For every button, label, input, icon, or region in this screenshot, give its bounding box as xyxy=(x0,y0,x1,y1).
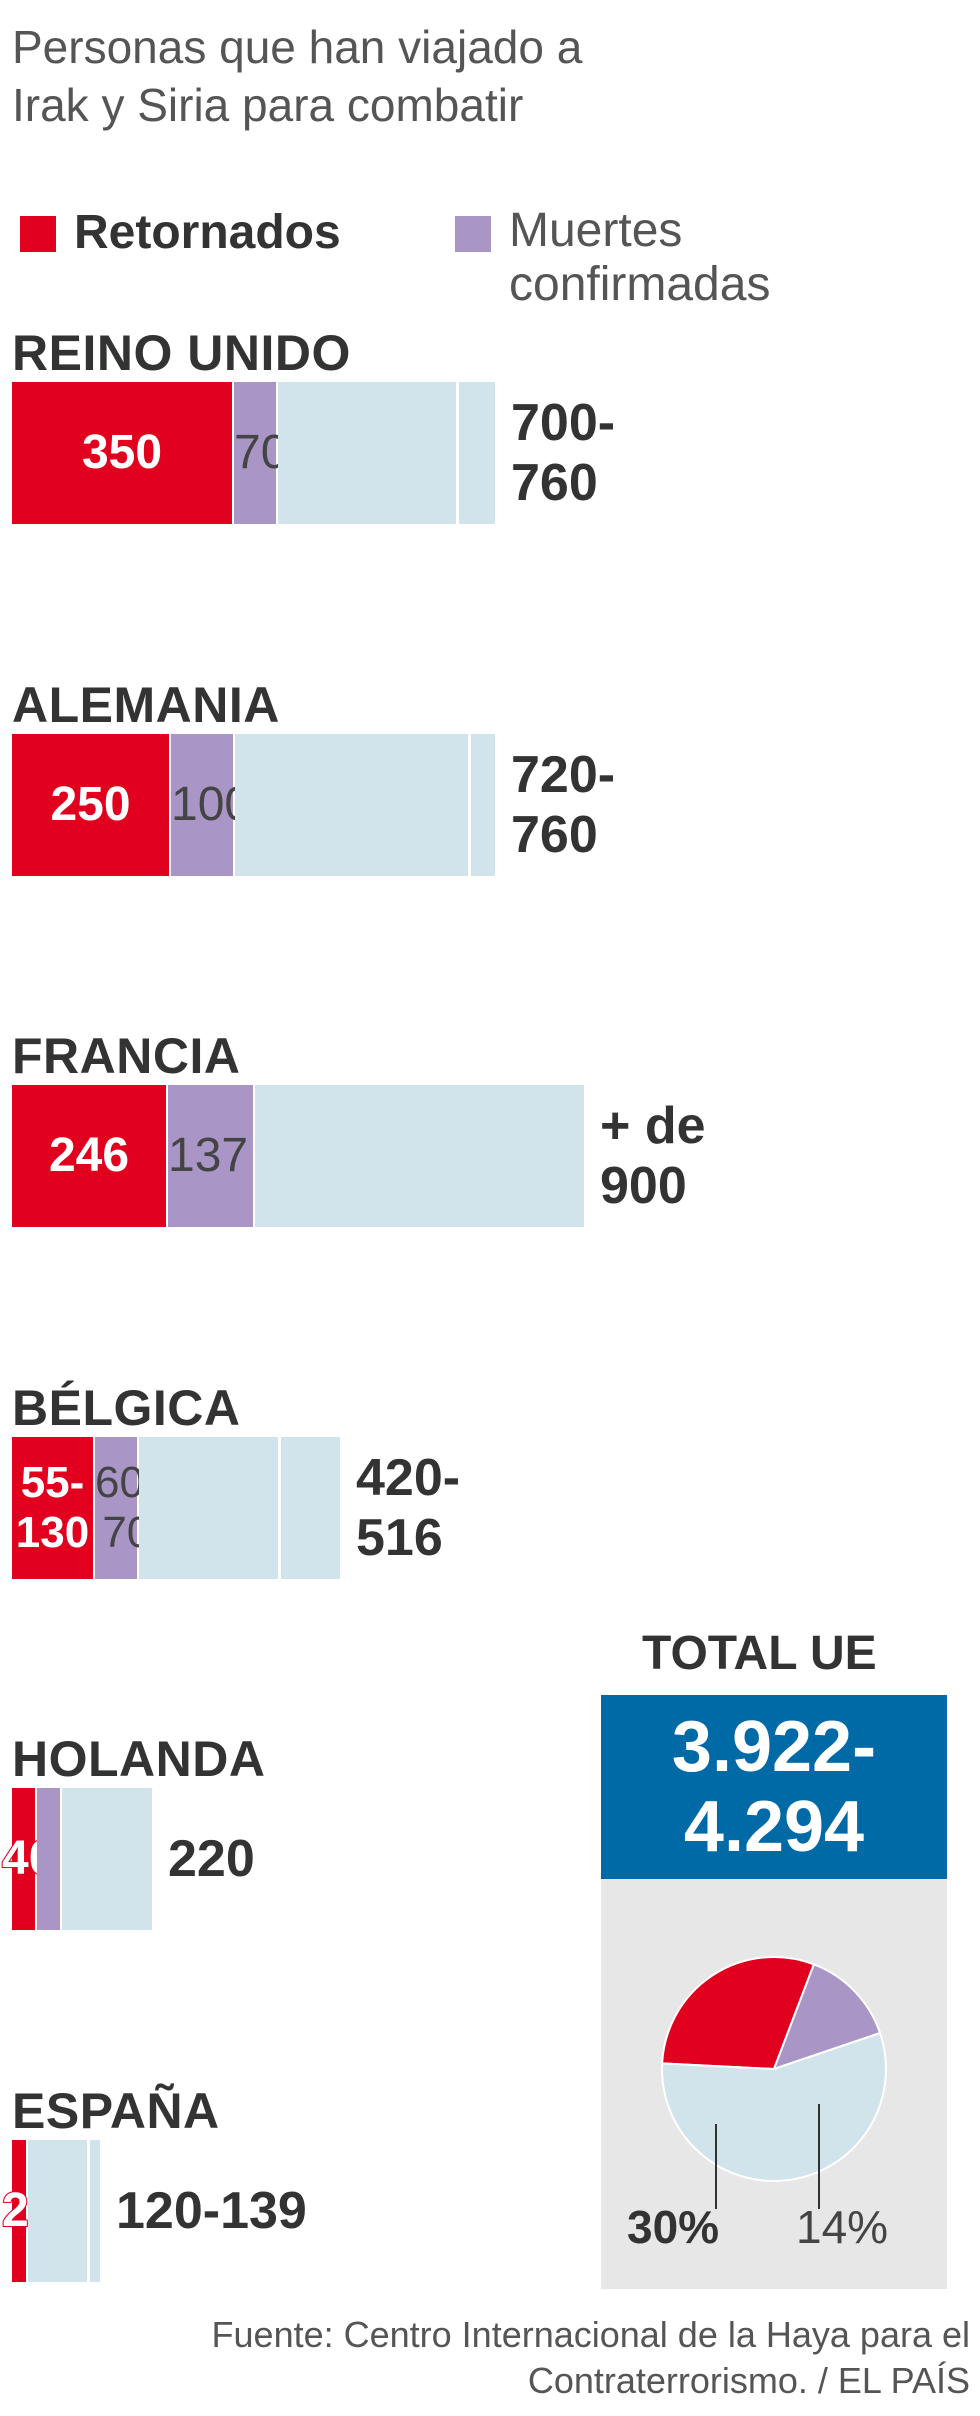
country-label-alemania: ALEMANIA xyxy=(12,677,280,733)
bar-total-espana: 120-139 xyxy=(116,2182,307,2240)
range-min-marker xyxy=(278,1437,281,1579)
bar-value-retornados: 246 xyxy=(48,1129,130,1182)
bar-value-retornados: 350 xyxy=(81,426,163,479)
bar-holanda: 40 xyxy=(1,1788,152,1930)
bar-segment-muertes xyxy=(37,1788,62,1930)
bar-value-muertes: 137 xyxy=(168,1129,249,1182)
bar-segment-retornados: 350 xyxy=(12,382,234,524)
bar-segment-rest xyxy=(28,2140,100,2282)
bar-belgica: 55- 130 60- 70 xyxy=(12,1437,340,1579)
bar-segment-muertes: 137 xyxy=(168,1085,255,1227)
bar-segment-retornados: 55- 130 xyxy=(12,1437,95,1579)
chart-title: Personas que han viajado a Irak y Siria … xyxy=(12,21,583,131)
bar-segment-rest xyxy=(62,1788,152,1930)
legend-label-retornados: Retornados xyxy=(74,206,341,259)
bar-value-muertes: 100 xyxy=(171,778,252,831)
bar-segment-retornados: 246 xyxy=(12,1085,168,1227)
source-text: Fuente: Centro Internacional de la Haya … xyxy=(211,2314,970,2401)
legend-swatch-retornados xyxy=(20,216,56,252)
bar-total-reino-unido: 700- 760 xyxy=(511,394,616,512)
bar-francia: 246 137 xyxy=(12,1085,584,1227)
country-label-holanda: HOLANDA xyxy=(12,1731,266,1787)
bar-segment-retornados: 25 xyxy=(1,2140,56,2282)
bar-segment-muertes: 60- 70 xyxy=(95,1437,159,1579)
legend-swatch-muertes xyxy=(455,216,491,252)
legend-retornados: Retornados xyxy=(20,204,341,262)
bar-segment-rest xyxy=(139,1437,340,1579)
bar-segment-rest xyxy=(235,734,495,876)
bar-value-muertes: 70 xyxy=(234,426,288,479)
source-note: Fuente: Centro Internacional de la Haya … xyxy=(0,2312,970,2404)
range-min-marker xyxy=(87,2140,90,2282)
bar-total-alemania: 720- 760 xyxy=(511,746,616,864)
bar-segment-retornados: 40 xyxy=(1,1788,56,1930)
bar-total-francia: + de 900 xyxy=(600,1097,706,1215)
bar-espana: 25 xyxy=(1,2140,100,2282)
pie-label-retornados: 30% xyxy=(627,2201,720,2253)
bar-segment-retornados: 250 xyxy=(12,734,171,876)
country-label-espana: ESPAÑA xyxy=(12,2083,220,2139)
bar-segment-muertes: 100 xyxy=(171,734,252,876)
country-label-francia: FRANCIA xyxy=(12,1028,241,1084)
bar-alemania: 250 100 xyxy=(12,734,495,876)
bar-value-muertes: 60- 70 xyxy=(95,1458,159,1557)
bar-total-holanda: 220 xyxy=(168,1830,255,1888)
bar-segment-muertes: 70 xyxy=(234,382,288,524)
legend-label-muertes: Muertes confirmadas xyxy=(509,204,771,311)
bar-value-retornados: 55- 130 xyxy=(15,1458,90,1557)
range-min-marker xyxy=(456,382,459,524)
pie-slice-resto xyxy=(661,2031,887,2182)
pie-label-muertes: 14% xyxy=(796,2201,889,2253)
country-label-reino-unido: REINO UNIDO xyxy=(12,325,351,381)
country-label-belgica: BÉLGICA xyxy=(12,1380,241,1436)
pie-slice-retornados xyxy=(661,1956,816,2071)
bar-segment-rest xyxy=(255,1085,584,1227)
pie-slice-muertes xyxy=(772,1963,882,2071)
bar-segment-rest xyxy=(278,382,495,524)
bar-value-retornados: 250 xyxy=(50,778,131,831)
total-pie-chart xyxy=(661,1956,887,2209)
bar-total-belgica: 420- 516 xyxy=(356,1449,461,1567)
bar-reino-unido: 350 70 xyxy=(12,382,495,524)
range-min-marker xyxy=(468,734,471,876)
total-value: 3.922- 4.294 xyxy=(671,1707,877,1867)
total-value-box: 3.922- 4.294 xyxy=(601,1695,947,1879)
legend-muertes: Muertes confirmadas xyxy=(455,204,829,312)
total-title: TOTAL UE xyxy=(642,1627,877,1680)
